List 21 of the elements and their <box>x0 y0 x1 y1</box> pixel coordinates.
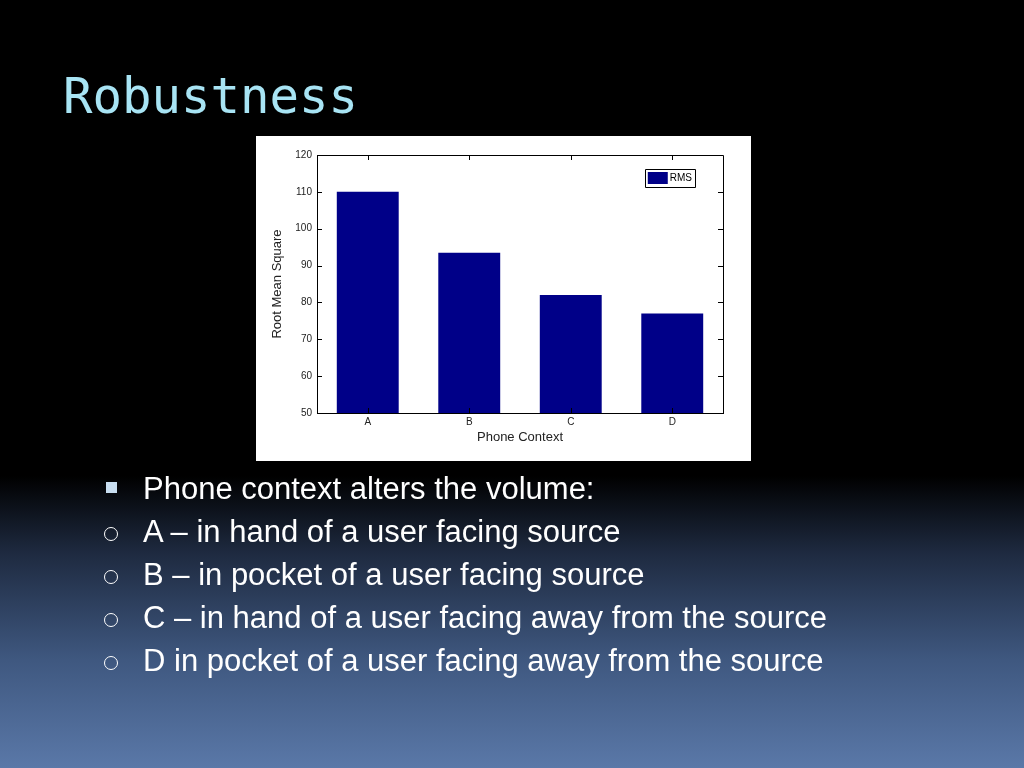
text: Phone context alters the volume: <box>143 471 595 506</box>
text: A – in hand of a user facing source <box>143 514 621 549</box>
y-tick-label: 90 <box>300 259 313 271</box>
y-tick-label: 70 <box>300 333 313 345</box>
x-tick-label: B <box>465 415 473 427</box>
x-tick-label: C <box>567 415 575 427</box>
y-axis-title: Root Mean Square <box>269 229 285 339</box>
text: B – in pocket of a user facing source <box>143 557 645 592</box>
y-tick-label: 50 <box>300 406 313 418</box>
legend-label: RMS <box>669 171 693 183</box>
y-tick-label: 100 <box>295 222 313 234</box>
x-tick-label: A <box>364 415 372 427</box>
x-axis-title: Phone Context <box>476 428 564 444</box>
y-tick-label: 120 <box>295 148 313 160</box>
y-tick-label: 80 <box>300 296 313 308</box>
text: C – in hand of a user facing away from the source <box>143 600 828 635</box>
x-tick-label: D <box>668 415 676 427</box>
y-tick-label: 110 <box>296 185 313 197</box>
text: D in pocket of a user facing away from the source <box>143 643 824 678</box>
y-tick-label: 60 <box>300 369 313 381</box>
chart-title: Robustness <box>63 68 359 127</box>
